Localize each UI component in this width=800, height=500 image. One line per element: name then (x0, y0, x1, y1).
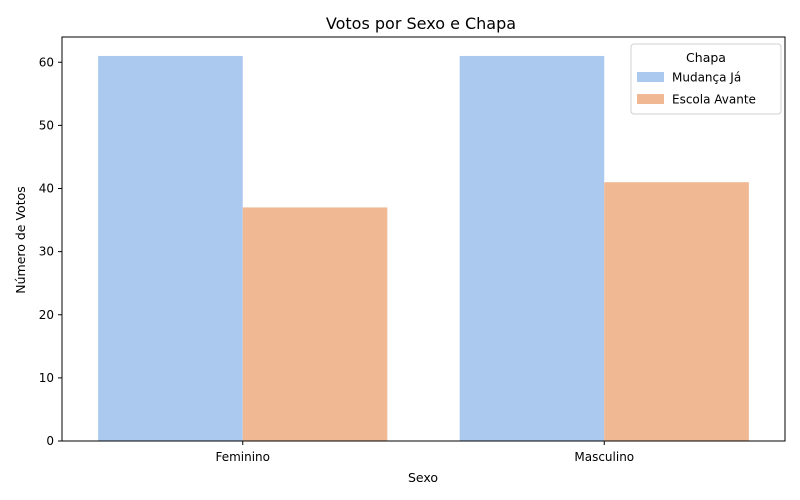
y-axis-label: Número de Votos (13, 186, 28, 294)
y-ticks-group: 0 10 20 30 40 50 60 (39, 55, 62, 448)
legend: Chapa Mudança Já Escola Avante (630, 43, 782, 115)
chart-title: Votos por Sexo e Chapa (326, 14, 516, 33)
y-tick-label: 0 (46, 434, 54, 448)
bars-group (98, 55, 749, 441)
x-tick-label: Feminino (215, 450, 270, 464)
x-ticks-group: Feminino Masculino (215, 441, 634, 464)
legend-swatch (637, 72, 664, 82)
y-tick-label: 30 (39, 245, 54, 259)
legend-swatch (637, 94, 664, 104)
legend-title: Chapa (686, 50, 726, 65)
bar-masculino-0 (459, 55, 605, 441)
legend-item-label: Escola Avante (672, 93, 756, 107)
y-tick-label: 60 (39, 55, 54, 69)
plot-frame (61, 36, 786, 442)
y-tick-label: 20 (39, 308, 54, 322)
axes-group (61, 36, 786, 442)
y-tick-label: 10 (39, 371, 54, 385)
x-axis-label: Sexo (408, 470, 438, 485)
bar-feminino-0 (98, 55, 243, 441)
bar-masculino-1 (604, 182, 749, 441)
legend-box (630, 43, 782, 115)
y-tick-label: 50 (39, 118, 54, 132)
y-tick-label: 40 (39, 182, 54, 196)
x-tick-label: Masculino (574, 450, 634, 464)
bar-feminino-1 (242, 207, 388, 441)
legend-item-label: Mudança Já (672, 71, 741, 85)
